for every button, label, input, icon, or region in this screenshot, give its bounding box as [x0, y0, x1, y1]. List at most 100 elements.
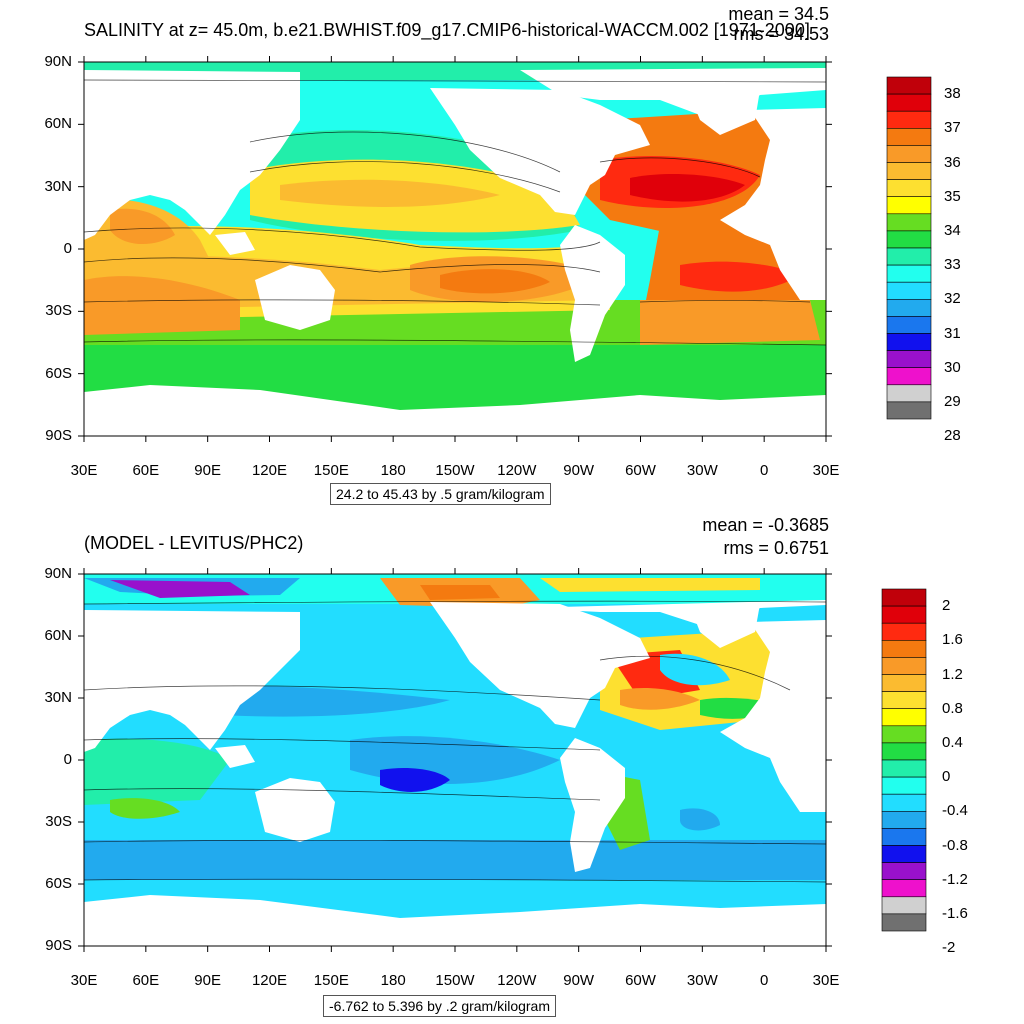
difference-colorbar [881, 588, 927, 932]
difference-colorbar-swatch [881, 810, 927, 829]
salinity-colorbar-swatch [886, 162, 932, 180]
difference-colorbar-swatch [881, 759, 927, 778]
salinity-x-tick-label: 120E [251, 462, 288, 479]
salinity-x-tick-label: 30E [70, 462, 98, 479]
salinity-colorbar-label: 28 [944, 427, 961, 445]
salinity-x-tick-label: 60E [132, 462, 160, 479]
salinity-colorbar-swatch [886, 350, 932, 369]
difference-x-tick-label: 60E [132, 972, 160, 989]
salinity-colorbar-label: 32 [944, 290, 961, 308]
salinity-colorbar [886, 76, 932, 420]
difference-y-tick-label: 90N [44, 565, 72, 582]
difference-colorbar-swatch [881, 896, 927, 915]
salinity-colorbar-label: 33 [944, 256, 961, 274]
salinity-contour-info: 24.2 to 45.43 by .5 gram/kilogram [330, 483, 551, 505]
difference-colorbar-swatch [881, 879, 927, 898]
salinity-x-tick-label: 0 [759, 462, 769, 479]
difference-map [84, 574, 826, 946]
salinity-colorbar-swatch [886, 179, 932, 198]
salinity-colorbar-swatch [886, 333, 932, 351]
difference-colorbar-label: -1.2 [942, 870, 968, 888]
difference-colorbar-label: 0.8 [942, 699, 963, 717]
difference-colorbar-swatch [881, 674, 927, 692]
difference-colorbar-label: 0 [942, 768, 951, 786]
difference-colorbar-swatch [881, 913, 927, 932]
salinity-y-tick-label: 60N [44, 115, 72, 133]
salinity-colorbar-label: 30 [944, 358, 961, 376]
salinity-colorbar-label: 34 [944, 221, 961, 239]
salinity-colorbar-swatch [886, 401, 932, 420]
salinity-x-tick-label: 150W [435, 462, 475, 479]
difference-colorbar-label: -0.4 [942, 802, 968, 820]
difference-x-tick-label: 60W [625, 972, 656, 989]
salinity-x-tick-label: 90E [194, 462, 221, 479]
salinity-x-tick-label: 30E [812, 462, 840, 479]
salinity-y-tick-label: 30N [44, 177, 72, 195]
difference-colorbar-label: 2 [942, 597, 951, 615]
salinity-colorbar-swatch [886, 145, 932, 163]
difference-x-tick-label: 30W [686, 972, 718, 989]
salinity-x-tick-label: 60W [625, 462, 656, 479]
salinity-x-tick-label: 90W [563, 462, 595, 479]
salinity-colorbar-swatch [886, 281, 932, 300]
difference-colorbar-swatch [881, 725, 927, 744]
difference-colorbar-swatch [881, 742, 927, 761]
difference-rms: rms = 0.6751 [723, 538, 829, 558]
difference-x-tick-label: 90E [194, 972, 221, 989]
salinity-colorbar-label: 37 [944, 119, 961, 137]
salinity-x-tick-label: 120W [497, 462, 537, 479]
salinity-x-tick-label: 30W [686, 462, 718, 479]
salinity-colorbar-label: 31 [944, 324, 961, 342]
salinity-y-tick-label: 90N [44, 53, 72, 70]
difference-x-tick-label: 180 [380, 972, 406, 989]
difference-y-tick-label: 0 [63, 751, 72, 768]
salinity-x-tick-label: 150E [313, 462, 349, 479]
difference-x-tick-label: 120E [251, 972, 288, 989]
salinity-colorbar-label: 35 [944, 187, 961, 205]
difference-colorbar-label: 1.6 [942, 631, 963, 649]
difference-y-tick-label: 30N [44, 689, 72, 706]
difference-colorbar-swatch [881, 588, 927, 607]
difference-colorbar-swatch [881, 776, 927, 795]
difference-colorbar-swatch [881, 691, 927, 709]
difference-colorbar-swatch [881, 793, 927, 812]
salinity-x-tick-label: 180 [380, 462, 406, 479]
salinity-colorbar-swatch [886, 76, 932, 95]
salinity-colorbar-swatch [886, 247, 932, 266]
difference-y-tick-label: 60N [44, 627, 72, 644]
difference-colorbar-swatch [881, 708, 927, 727]
difference-colorbar-swatch [881, 622, 927, 641]
difference-contour-info: -6.762 to 5.396 by .2 gram/kilogram [323, 995, 557, 1017]
salinity-colorbar-swatch [886, 128, 932, 146]
salinity-colorbar-swatch [886, 196, 932, 215]
difference-y-tick-label: 30S [45, 813, 72, 830]
salinity-y-tick-label: 0 [63, 240, 72, 257]
salinity-colorbar-swatch [886, 110, 932, 129]
difference-colorbar-swatch [881, 605, 927, 624]
difference-x-tick-label: 0 [759, 972, 769, 989]
difference-colorbar-swatch [881, 639, 927, 658]
salinity-colorbar-swatch [886, 384, 932, 403]
difference-y-tick-label: 90S [45, 937, 72, 954]
salinity-y-tick-label: 30S [45, 302, 72, 320]
salinity-rms: rms = 34.53 [733, 24, 829, 44]
salinity-colorbar-label: 38 [944, 85, 961, 103]
salinity-colorbar-swatch [886, 316, 932, 334]
difference-colorbar-label: -0.8 [942, 836, 968, 854]
difference-x-tick-label: 30E [70, 972, 98, 989]
salinity-y-tick-label: 60S [45, 364, 72, 382]
difference-x-tick-label: 150W [435, 972, 475, 989]
difference-title: (MODEL - LEVITUS/PHC2) [84, 533, 304, 553]
difference-colorbar-label: -2 [942, 939, 956, 957]
difference-x-tick-label: 90W [563, 972, 595, 989]
salinity-colorbar-label: 36 [944, 153, 961, 171]
salinity-colorbar-swatch [886, 264, 932, 283]
salinity-colorbar-swatch [886, 230, 932, 249]
salinity-colorbar-label: 29 [944, 392, 961, 410]
salinity-title: SALINITY at z= 45.0m, b.e21.BWHIST.f09_g… [84, 20, 810, 40]
salinity-mean: mean = 34.5 [728, 4, 829, 24]
difference-colorbar-swatch [881, 845, 927, 863]
salinity-colorbar-swatch [886, 213, 932, 232]
salinity-colorbar-swatch [886, 93, 932, 112]
difference-x-tick-label: 120W [497, 972, 537, 989]
